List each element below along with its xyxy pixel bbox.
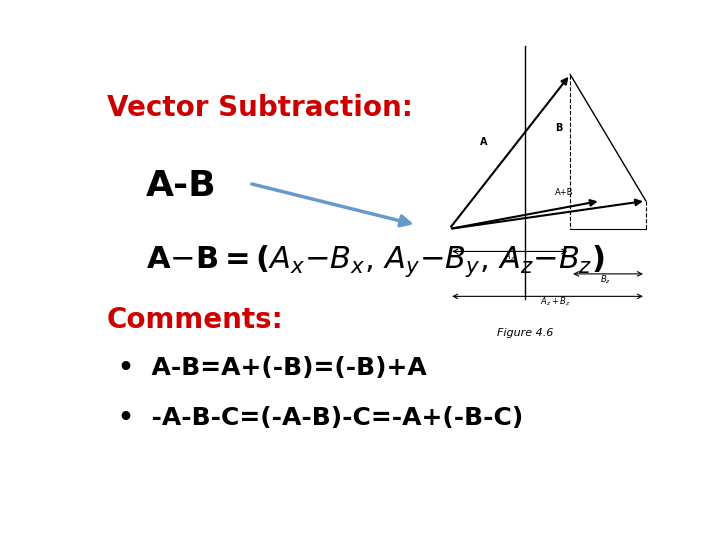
Text: Figure 4.6: Figure 4.6 bbox=[497, 328, 553, 338]
Text: $A_z$: $A_z$ bbox=[504, 251, 515, 264]
Text: Comments:: Comments: bbox=[107, 306, 284, 334]
Text: A+B: A+B bbox=[555, 188, 574, 197]
Text: $\mathbf{A\mathrm{-}B=(}A_x\mathrm{-}B_x,\,A_y\mathrm{-}B_y,\,A_z\mathrm{-}B_z\m: $\mathbf{A\mathrm{-}B=(}A_x\mathrm{-}B_x… bbox=[145, 244, 604, 280]
Text: $A_z+B_z$: $A_z+B_z$ bbox=[540, 296, 571, 308]
Text: A-B: A-B bbox=[145, 168, 217, 202]
Text: •  A-B=A+(-B)=(-B)+A: • A-B=A+(-B)=(-B)+A bbox=[118, 356, 427, 380]
Text: A: A bbox=[480, 137, 487, 147]
Text: B: B bbox=[555, 123, 562, 133]
Text: $B_z$: $B_z$ bbox=[600, 273, 611, 286]
Text: •  -A-B-C=(-A-B)-C=-A+(-B-C): • -A-B-C=(-A-B)-C=-A+(-B-C) bbox=[118, 406, 523, 430]
Text: Vector Subtraction:: Vector Subtraction: bbox=[107, 94, 413, 122]
